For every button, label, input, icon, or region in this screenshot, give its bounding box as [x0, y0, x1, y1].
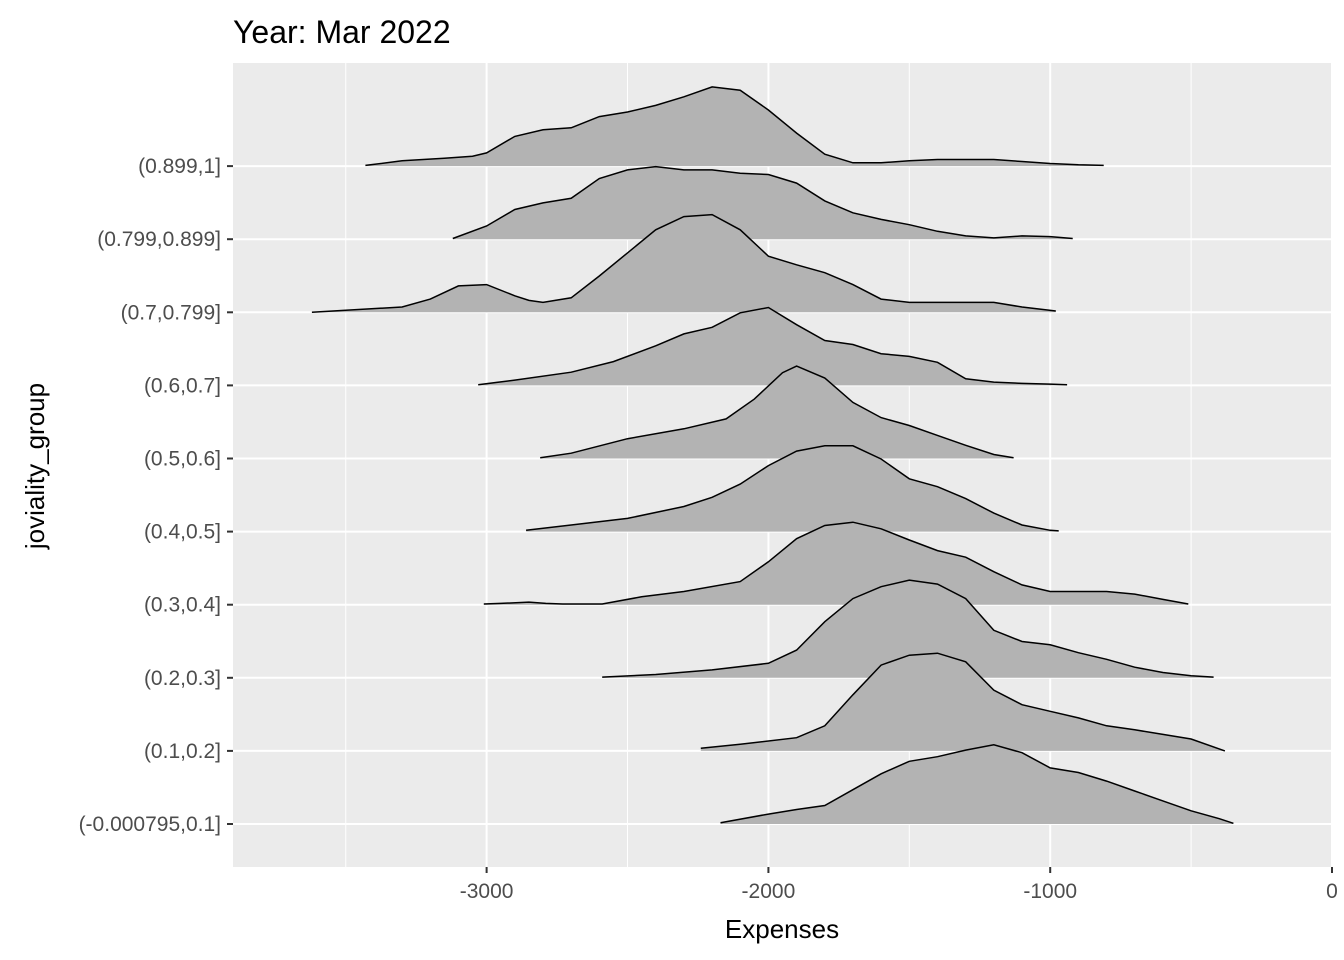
ridge-outline — [478, 306, 1068, 386]
x-tick-label: -1000 — [1023, 880, 1077, 903]
ridge-fill — [700, 653, 1225, 751]
x-axis-ticks: -3000 -2000 -1000 0 — [460, 867, 1338, 903]
ridge-fill — [483, 522, 1189, 605]
ridge-fill — [602, 580, 1214, 678]
y-axis-title: joviality_group — [20, 383, 50, 550]
ridge-outline — [311, 213, 1056, 314]
y-tick-label: (0.7,0.799] — [121, 301, 221, 324]
x-tick-label: -2000 — [742, 880, 796, 903]
ridge-fill — [540, 366, 1014, 459]
x-tick-label: 0 — [1326, 880, 1338, 903]
density-ridges — [311, 86, 1234, 825]
y-tick-label: (-0.000795,0.1] — [79, 813, 221, 836]
y-tick-label: (0.3,0.4] — [144, 594, 221, 617]
y-tick-label: (0.2,0.3] — [144, 667, 221, 690]
y-tick-label: (0.899,1] — [138, 155, 221, 178]
ridge-fill — [365, 86, 1104, 167]
ridge-outline — [365, 86, 1104, 167]
ridge-outline — [540, 365, 1014, 459]
y-tick-label: (0.799,0.899] — [97, 228, 221, 251]
ridge-outline — [526, 445, 1059, 532]
ridge-fill — [478, 307, 1068, 386]
ridge-fill — [720, 744, 1234, 824]
ridge-fill — [452, 166, 1073, 240]
ridge-fill — [311, 214, 1056, 313]
ridge-fill — [526, 445, 1059, 532]
ridge-outline — [700, 652, 1226, 752]
ridge-outline — [452, 165, 1073, 240]
ridge-outline — [483, 521, 1189, 605]
x-tick-label: -3000 — [460, 880, 514, 903]
chart-title: Year: Mar 2022 — [233, 14, 451, 50]
y-tick-label: (0.4,0.5] — [144, 521, 221, 544]
y-tick-label: (0.5,0.6] — [144, 448, 221, 471]
y-tick-label: (0.6,0.7] — [144, 374, 221, 397]
y-axis-ticks: (-0.000795,0.1] (0.1,0.2] (0.2,0.3] (0.3,0.… — [79, 155, 233, 836]
ridge-outline — [720, 744, 1234, 825]
ridge-outline — [602, 579, 1214, 678]
x-axis-title: Expenses — [725, 914, 839, 944]
y-tick-label: (0.1,0.2] — [144, 740, 221, 763]
